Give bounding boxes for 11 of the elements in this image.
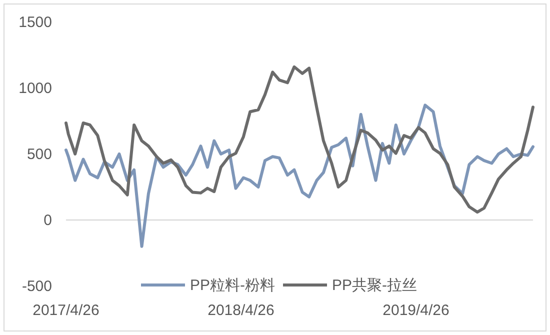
line-series [64,65,534,214]
x-tick-label: 2019/4/26 [382,302,450,319]
x-tick-label: 2017/4/26 [32,302,100,319]
y-tick-label: 1000 [18,80,52,97]
legend-label: PP粒料-粉料 [190,277,276,294]
y-tick-label: 1500 [18,14,52,31]
y-tick-label: 0 [44,212,52,229]
x-tick-label: 2018/4/26 [208,302,274,319]
legend-label: PP共聚-拉丝 [332,277,418,294]
y-tick-label: -500 [22,278,52,295]
y-tick-label: 500 [26,146,52,163]
